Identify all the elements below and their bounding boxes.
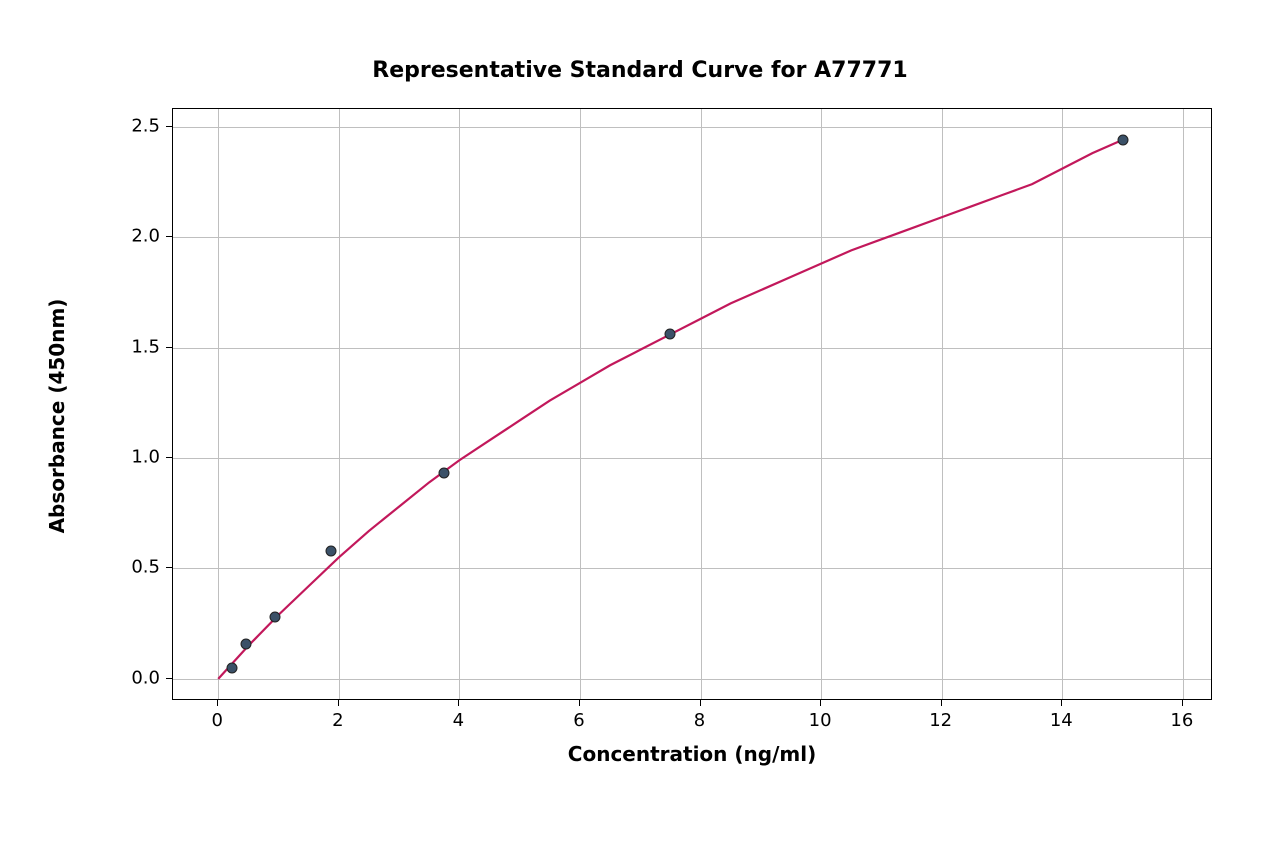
y-tick-label: 1.5 xyxy=(131,336,160,357)
plot-area xyxy=(172,108,1212,700)
x-tick-label: 4 xyxy=(453,710,464,731)
data-point xyxy=(326,545,337,556)
x-tick-label: 16 xyxy=(1170,710,1193,731)
y-tick-label: 0.5 xyxy=(131,557,160,578)
data-point xyxy=(439,468,450,479)
x-tick-label: 8 xyxy=(694,710,705,731)
x-tick-label: 6 xyxy=(573,710,584,731)
y-tick-label: 2.5 xyxy=(131,115,160,136)
data-point xyxy=(269,612,280,623)
fit-curve xyxy=(173,109,1213,701)
x-axis-label: Concentration (ng/ml) xyxy=(172,742,1212,766)
data-point xyxy=(241,638,252,649)
x-tick-label: 0 xyxy=(211,710,222,731)
data-point xyxy=(665,329,676,340)
y-tick-label: 1.0 xyxy=(131,447,160,468)
chart-container: Representative Standard Curve for A77771… xyxy=(0,0,1280,845)
y-axis-label: Absorbance (450nm) xyxy=(45,120,69,712)
y-tick-label: 2.0 xyxy=(131,226,160,247)
data-point xyxy=(227,662,238,673)
x-tick-label: 10 xyxy=(809,710,832,731)
y-tick-label: 0.0 xyxy=(131,667,160,688)
data-point xyxy=(1117,134,1128,145)
x-tick-label: 14 xyxy=(1050,710,1073,731)
x-tick-label: 12 xyxy=(929,710,952,731)
x-tick-label: 2 xyxy=(332,710,343,731)
chart-title: Representative Standard Curve for A77771 xyxy=(0,58,1280,83)
